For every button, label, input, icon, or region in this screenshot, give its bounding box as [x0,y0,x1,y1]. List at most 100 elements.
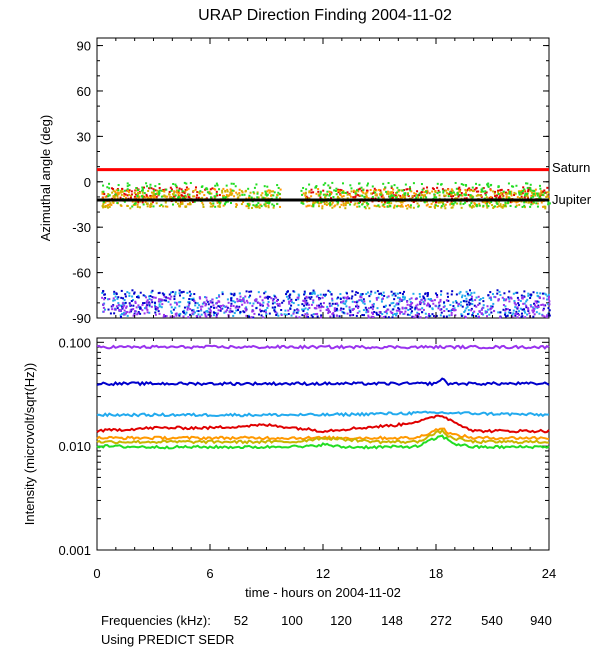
data-point-540khz [517,302,520,305]
data-point-940khz [543,315,546,318]
data-point-52khz [412,200,415,203]
data-point-120khz [321,207,324,210]
data-point-120khz [456,197,459,200]
data-point-940khz [423,299,426,302]
data-point-148khz [337,201,340,204]
data-point-540khz [354,293,357,296]
data-point-52khz [523,196,526,199]
data-point-148khz [171,197,174,200]
data-point-120khz [338,197,341,200]
data-point-540khz [378,293,381,296]
data-point-272khz [424,312,427,315]
data-point-540khz [357,305,360,308]
data-point-540khz [308,296,311,299]
data-point-120khz [443,205,446,208]
data-point-272khz [277,314,280,317]
data-point-148khz [390,185,393,188]
data-point-540khz [372,305,375,308]
data-point-940khz [387,308,390,311]
data-point-940khz [533,313,536,316]
data-point-120khz [158,204,161,207]
data-point-148khz [409,204,412,207]
data-point-540khz [193,293,196,296]
data-point-540khz [428,315,431,318]
data-point-100khz [126,190,129,193]
data-point-52khz [499,197,502,200]
data-point-148khz [452,202,455,205]
data-point-272khz [348,308,351,311]
data-point-940khz [186,308,189,311]
data-point-120khz [229,191,232,194]
data-point-940khz [412,315,415,318]
data-point-100khz [201,201,204,204]
data-point-120khz [218,203,221,206]
data-point-120khz [445,189,448,192]
data-point-148khz [165,188,168,191]
data-point-120khz [173,191,176,194]
data-point-940khz [187,316,190,319]
data-point-100khz [431,190,434,193]
data-point-120khz [327,202,330,205]
data-point-272khz [398,296,401,299]
data-point-272khz [363,302,366,305]
data-point-540khz [260,314,263,317]
data-point-120khz [531,194,534,197]
intensity-line-120khz [96,428,550,445]
data-point-940khz [219,304,222,307]
data-point-52khz [352,196,355,199]
data-point-272khz [361,300,364,303]
data-point-52khz [175,186,178,189]
data-point-120khz [338,206,341,209]
data-point-540khz [388,304,391,307]
data-point-940khz [371,308,374,311]
data-point-940khz [135,306,138,309]
data-point-120khz [346,200,349,203]
data-point-272khz [123,298,126,301]
data-point-272khz [117,302,120,305]
data-point-148khz [367,182,370,185]
data-point-52khz [339,188,342,191]
data-point-940khz [508,300,511,303]
data-point-272khz [198,304,201,307]
data-point-940khz [266,303,269,306]
data-point-120khz [258,206,261,209]
data-point-940khz [158,298,161,301]
data-point-940khz [118,308,121,311]
data-point-120khz [426,189,429,192]
data-point-148khz [328,187,331,190]
data-point-148khz [469,194,472,197]
data-point-540khz [178,294,181,297]
data-point-148khz [229,202,232,205]
data-point-272khz [217,294,220,297]
data-point-148khz [389,204,392,207]
data-point-52khz [497,189,500,192]
data-point-148khz [135,187,138,190]
data-point-940khz [406,300,409,303]
data-point-100khz [180,200,183,203]
data-point-148khz [452,191,455,194]
data-point-940khz [172,315,175,318]
data-point-940khz [243,301,246,304]
data-point-540khz [537,304,540,307]
data-point-540khz [436,294,439,297]
data-point-540khz [250,290,253,293]
data-point-272khz [341,310,344,313]
data-point-100khz [375,189,378,192]
data-point-120khz [417,196,420,199]
data-point-148khz [255,183,258,186]
data-point-940khz [425,304,428,307]
data-point-148khz [396,205,399,208]
data-point-940khz [169,303,172,306]
data-point-940khz [398,298,401,301]
data-point-940khz [414,298,417,301]
data-point-120khz [487,200,490,203]
data-point-148khz [425,196,428,199]
data-point-148khz [209,196,212,199]
data-point-120khz [501,205,504,208]
data-point-52khz [162,188,165,191]
data-point-540khz [259,310,262,313]
data-point-148khz [471,186,474,189]
data-point-272khz [273,301,276,304]
data-point-100khz [377,188,380,191]
data-point-540khz [434,292,437,295]
